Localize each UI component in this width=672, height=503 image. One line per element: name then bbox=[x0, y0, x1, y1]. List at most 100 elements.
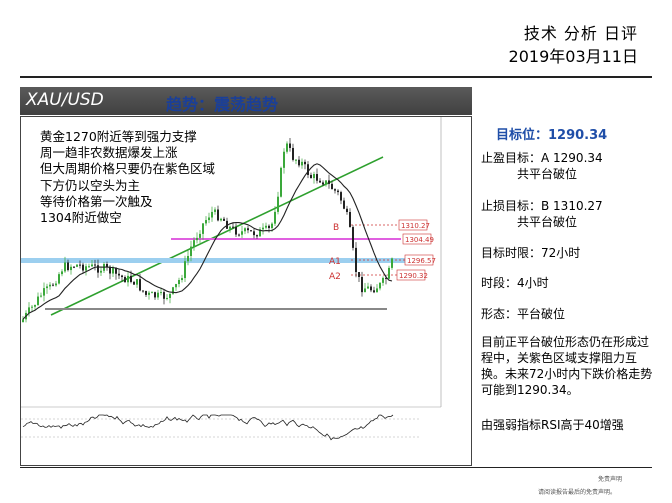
chart-canvas: B A1 A2 1310.27 1304.49 1296.57 1290.32 bbox=[21, 117, 442, 441]
candle-body bbox=[148, 292, 150, 295]
candle-body bbox=[97, 265, 99, 273]
candle-body bbox=[214, 209, 216, 212]
candle-body bbox=[358, 272, 360, 278]
candle-body bbox=[313, 174, 315, 179]
note-line: 下方仍以空头为主 bbox=[40, 177, 141, 193]
candle-body bbox=[184, 261, 186, 279]
candle-body bbox=[238, 234, 240, 236]
candle-body bbox=[76, 264, 78, 267]
candle-body bbox=[67, 262, 69, 271]
candle-body bbox=[328, 180, 330, 184]
column-divider bbox=[471, 116, 472, 466]
candle-body bbox=[139, 279, 141, 291]
note-line: 1304附近做空 bbox=[40, 210, 122, 226]
candle-body bbox=[202, 223, 204, 234]
candle-body bbox=[217, 209, 219, 221]
candle-body bbox=[127, 275, 129, 283]
header-divider bbox=[20, 76, 652, 78]
candle-body bbox=[331, 183, 333, 190]
stop-loss-block: 止损目标：B 1310.27 共平台破位 bbox=[481, 198, 603, 230]
candle-body bbox=[190, 246, 192, 256]
candle-body bbox=[58, 274, 60, 284]
candle-body bbox=[229, 226, 231, 229]
candle-body bbox=[322, 182, 324, 185]
candle-body bbox=[373, 290, 375, 293]
candle-body bbox=[271, 223, 273, 229]
candle-body bbox=[37, 296, 39, 305]
candle-body bbox=[310, 174, 312, 179]
candle-body bbox=[157, 292, 159, 298]
stop-loss-label: 止损目标：B 1310.27 bbox=[481, 199, 603, 213]
footer-divider bbox=[20, 467, 652, 468]
candle-body bbox=[295, 159, 297, 161]
rsi-line bbox=[22, 414, 394, 441]
note-line: 但大周期价格只要仍在紫色区域 bbox=[40, 161, 216, 177]
disclaimer-text: 请阅读报告最后的免责声明。 bbox=[538, 489, 617, 496]
candle-body bbox=[118, 273, 120, 276]
candle-body bbox=[244, 228, 246, 232]
candle-body bbox=[349, 212, 351, 228]
price-tag-1: 1310.27 bbox=[401, 222, 430, 230]
candle-body bbox=[277, 196, 279, 212]
candle-body bbox=[253, 231, 255, 236]
candle-body bbox=[352, 227, 354, 248]
timeframe: 时段：4小时 bbox=[481, 276, 549, 290]
price-tag-4: 1290.32 bbox=[399, 272, 428, 280]
candle-body bbox=[43, 288, 45, 296]
stop-loss-sub: 共平台破位 bbox=[517, 215, 578, 229]
candle-body bbox=[154, 292, 156, 298]
candle-body bbox=[145, 291, 147, 295]
take-profit-label: 止盈目标：A 1290.34 bbox=[481, 151, 603, 165]
candle-body bbox=[292, 147, 294, 160]
price-tag-box-3 bbox=[404, 254, 434, 266]
candle-body bbox=[280, 167, 282, 197]
candle-body bbox=[85, 266, 87, 271]
trend-label: 趋势：震荡趋势 bbox=[166, 95, 279, 114]
candle-body bbox=[355, 247, 357, 273]
candle-body bbox=[79, 264, 81, 266]
candle-body bbox=[259, 229, 261, 237]
candle-body bbox=[208, 217, 210, 221]
candle-body bbox=[88, 266, 90, 268]
candlestick-series bbox=[22, 137, 393, 323]
take-profit-block: 止盈目标：A 1290.34 共平台破位 bbox=[481, 150, 603, 182]
price-tag-2: 1304.49 bbox=[405, 236, 434, 244]
candle-body bbox=[232, 226, 234, 228]
candle-body bbox=[262, 227, 264, 230]
candle-body bbox=[334, 189, 336, 191]
candle-body bbox=[289, 143, 291, 148]
candle-body bbox=[73, 266, 75, 268]
candle-body bbox=[367, 286, 369, 289]
candle-body bbox=[91, 264, 93, 267]
candle-body bbox=[385, 277, 387, 279]
candle-body bbox=[325, 180, 327, 185]
candle-body bbox=[346, 208, 348, 213]
candle-body bbox=[34, 304, 36, 307]
candle-body bbox=[247, 228, 249, 231]
candle-body bbox=[388, 267, 390, 279]
candle-body bbox=[316, 174, 318, 181]
price-chart: B A1 A2 1310.27 1304.49 1296.57 1290.32 bbox=[20, 116, 472, 466]
candle-body bbox=[241, 231, 243, 235]
candle-body bbox=[106, 263, 108, 267]
candle-body bbox=[109, 266, 111, 274]
candle-body bbox=[298, 159, 300, 166]
note-line: 周一趋非农数据爆发上涨 bbox=[40, 145, 178, 161]
candle-body bbox=[256, 235, 258, 237]
candle-body bbox=[274, 211, 276, 224]
candle-body bbox=[250, 230, 252, 232]
candle-body bbox=[193, 240, 195, 247]
candle-body bbox=[379, 282, 381, 289]
candle-body bbox=[52, 284, 54, 286]
candle-body bbox=[169, 293, 171, 298]
candle-body bbox=[166, 297, 168, 299]
candle-body bbox=[178, 279, 180, 285]
candle-body bbox=[376, 288, 378, 293]
note-line: 等待价格第一次触及 bbox=[40, 193, 153, 209]
disclaimer-title: 免责声明 bbox=[598, 476, 623, 483]
report-title: 技术 分析 日评 bbox=[523, 24, 638, 43]
rsi-note: 由强弱指标RSI高于40增强 bbox=[481, 418, 624, 432]
candle-body bbox=[49, 284, 51, 287]
take-profit-sub: 共平台破位 bbox=[517, 167, 578, 181]
candle-body bbox=[172, 287, 174, 294]
